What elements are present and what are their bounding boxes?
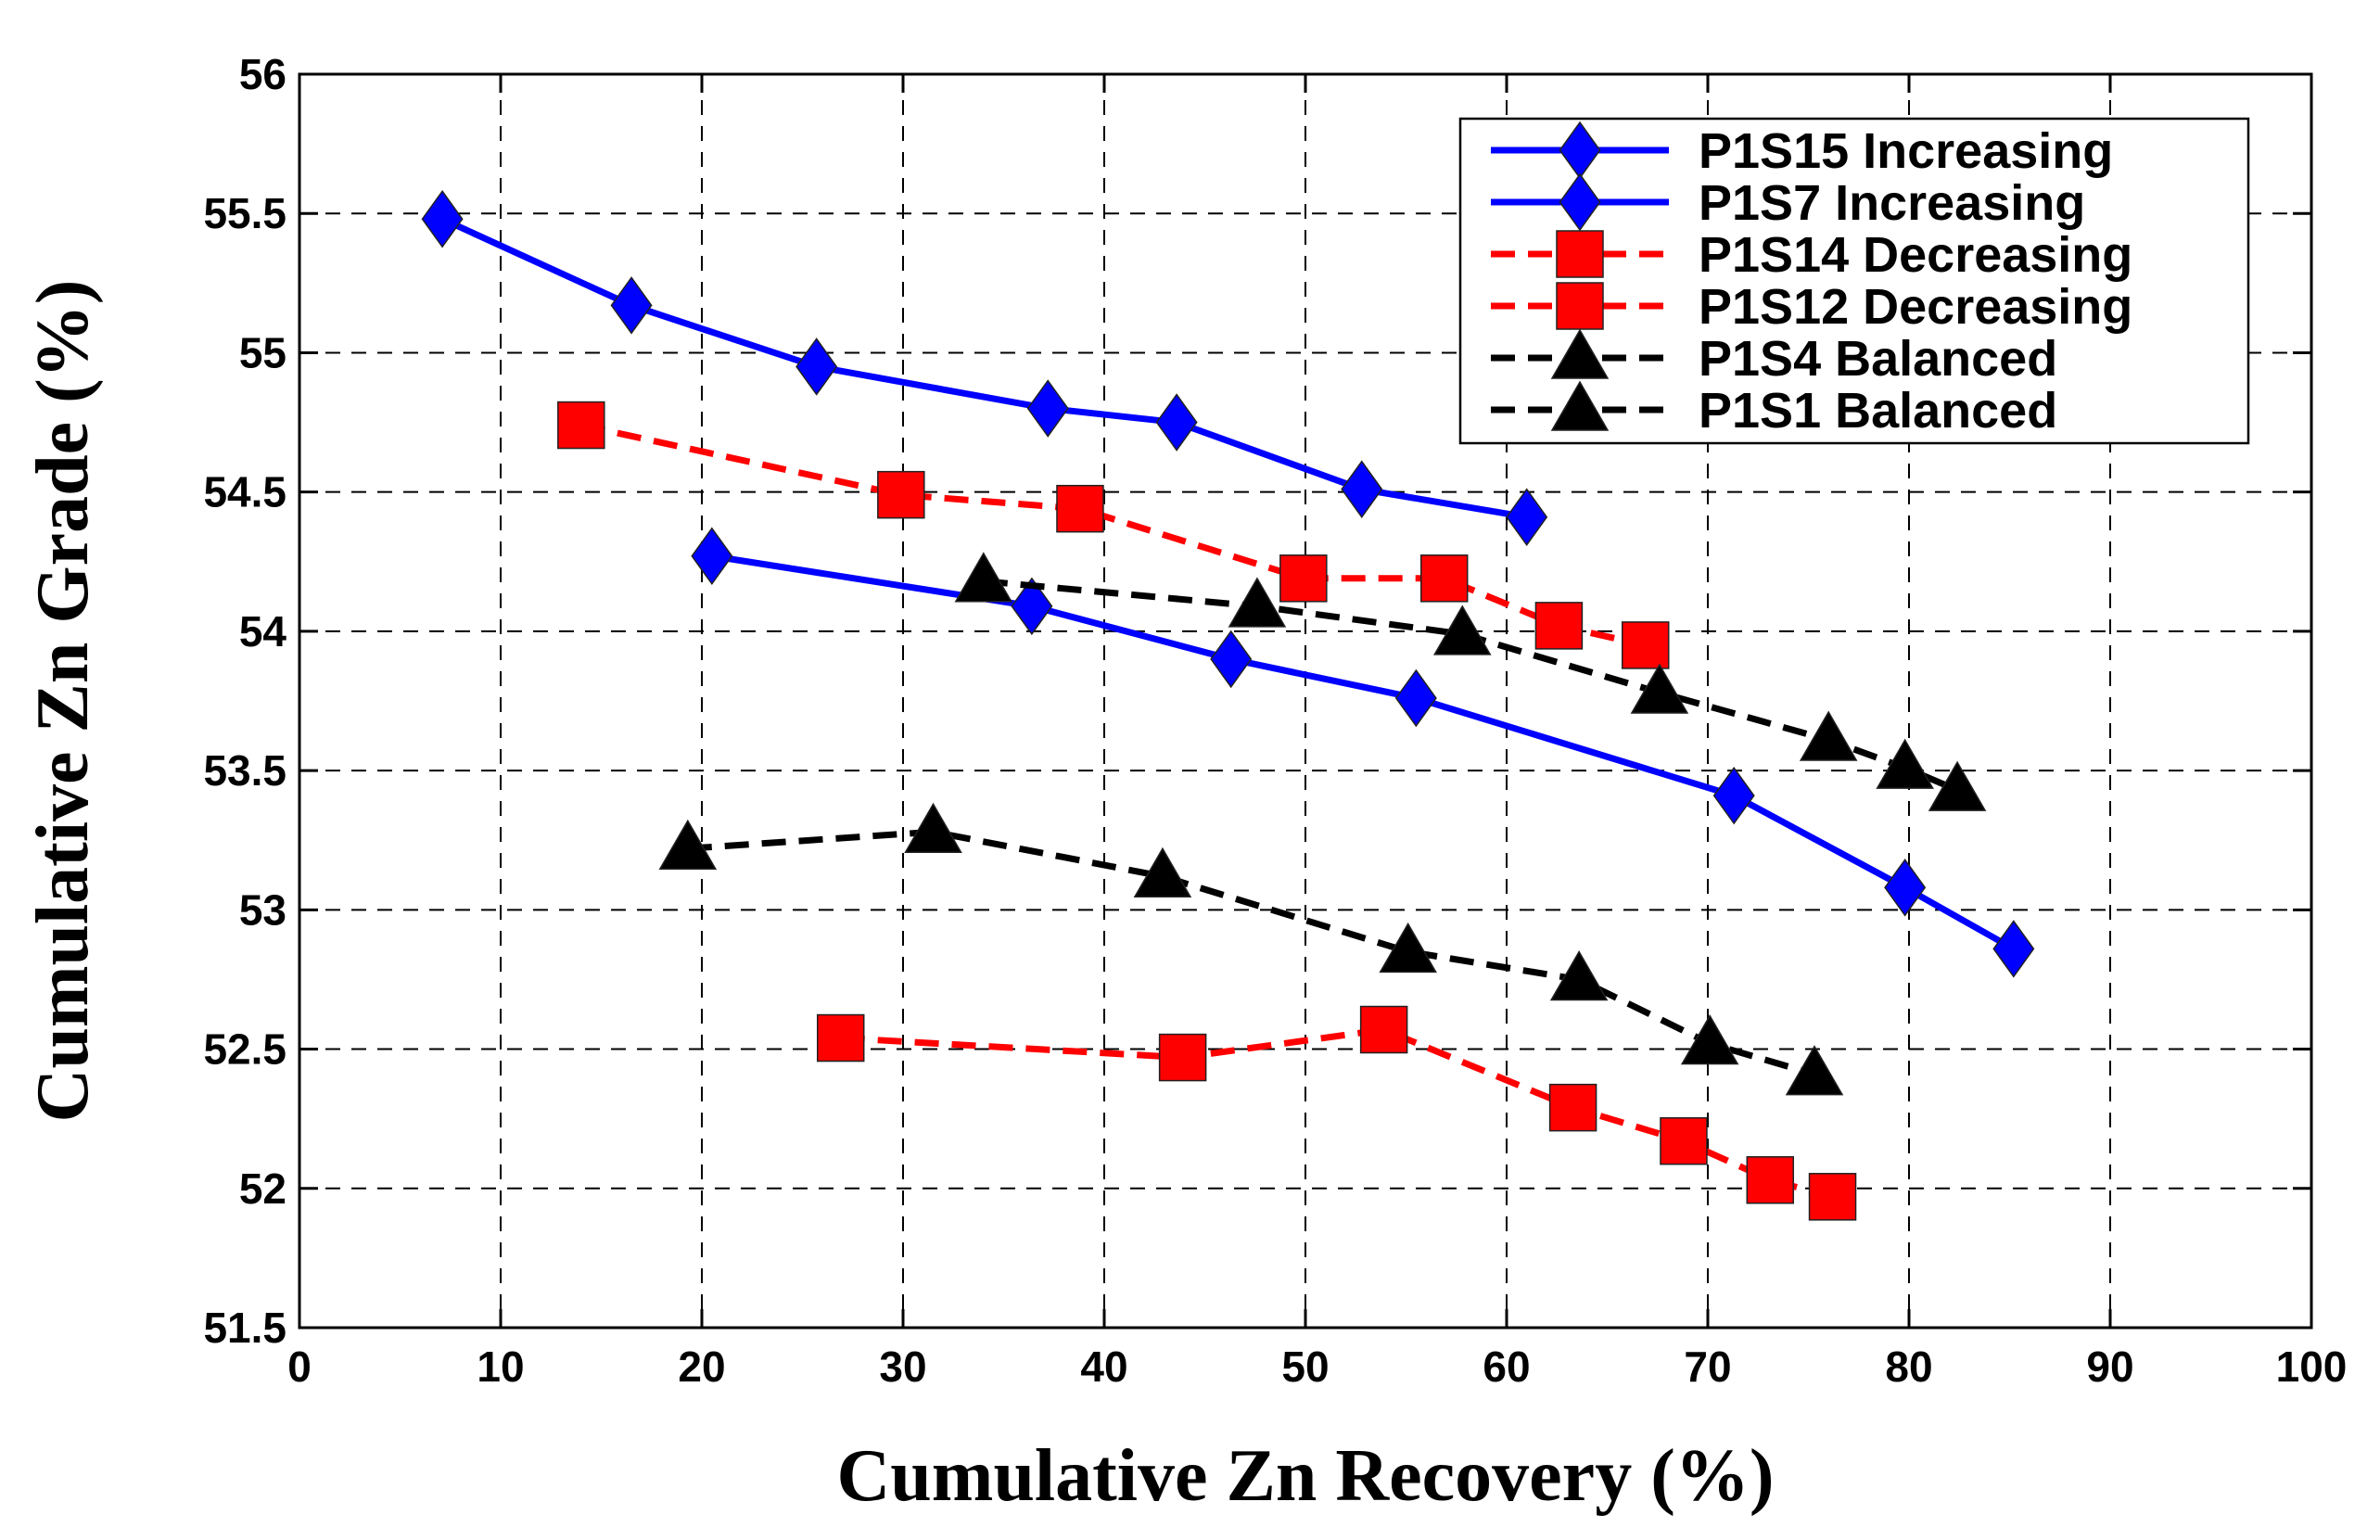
y-tick-label: 55 bbox=[239, 328, 286, 376]
data-point bbox=[1011, 577, 1053, 636]
legend-label: P1S4 Balanced bbox=[1699, 331, 2057, 387]
series-p1s15-increasing bbox=[421, 189, 1548, 546]
y-axis-label: Cumulative Zn Grade (%) bbox=[22, 280, 104, 1123]
data-point bbox=[557, 401, 605, 450]
data-point bbox=[816, 1013, 865, 1063]
series-p1s14-decreasing bbox=[557, 401, 1670, 669]
series-group bbox=[421, 189, 2035, 1221]
data-point bbox=[1621, 621, 1670, 669]
data-point bbox=[691, 527, 733, 586]
y-tick-label: 53 bbox=[239, 885, 286, 934]
legend-entry: P1S4 Balanced bbox=[1491, 328, 2057, 387]
x-tick-label: 30 bbox=[879, 1343, 926, 1391]
data-point bbox=[1660, 1116, 1708, 1165]
data-point bbox=[1210, 630, 1253, 689]
data-point bbox=[1884, 859, 1927, 917]
legend-entry: P1S15 Increasing bbox=[1491, 121, 2113, 180]
legend-marker bbox=[1550, 380, 1610, 431]
legend-marker bbox=[1559, 172, 1601, 232]
legend-box bbox=[1458, 117, 2250, 445]
legend-entry: P1S1 Balanced bbox=[1491, 380, 2057, 439]
legend-label: P1S7 Increasing bbox=[1699, 175, 2085, 231]
y-tick-label: 56 bbox=[239, 50, 286, 98]
legend-entry: P1S12 Decreasing bbox=[1491, 279, 2132, 335]
y-tick-label: 52 bbox=[239, 1165, 286, 1213]
x-tick-label: 60 bbox=[1483, 1343, 1530, 1391]
x-axis-label: Cumulative Zn Recovery (%) bbox=[837, 1435, 1775, 1517]
series-p1s12-decreasing bbox=[816, 1005, 1857, 1221]
data-point bbox=[1680, 1014, 1739, 1065]
y-tick-label: 51.5 bbox=[203, 1304, 286, 1352]
legend-marker bbox=[1550, 328, 1610, 379]
data-point bbox=[954, 552, 1013, 603]
x-tick-label: 80 bbox=[1885, 1343, 1932, 1391]
data-point bbox=[1133, 846, 1192, 898]
x-tick-label: 20 bbox=[678, 1343, 725, 1391]
x-tick-label: 90 bbox=[2086, 1343, 2133, 1391]
data-point bbox=[1876, 738, 1934, 789]
legend-entry: P1S14 Decreasing bbox=[1491, 227, 2132, 283]
data-point bbox=[1228, 577, 1287, 628]
data-point bbox=[1279, 554, 1328, 603]
y-tick-label: 52.5 bbox=[203, 1025, 286, 1074]
data-point bbox=[1432, 605, 1492, 655]
x-tick-label: 0 bbox=[287, 1343, 312, 1391]
x-tick-label: 70 bbox=[1684, 1343, 1731, 1391]
data-point bbox=[1379, 922, 1437, 974]
data-point bbox=[1158, 1033, 1207, 1082]
data-point bbox=[795, 337, 838, 396]
legend-entry: P1S7 Increasing bbox=[1491, 172, 2085, 232]
data-point bbox=[610, 276, 653, 335]
series-p1s1-balanced bbox=[658, 802, 1844, 1096]
data-point bbox=[877, 470, 925, 519]
y-tick-label: 53.5 bbox=[203, 746, 286, 795]
data-point bbox=[1992, 920, 2035, 978]
data-point bbox=[421, 189, 464, 248]
data-point bbox=[1419, 554, 1469, 603]
data-point bbox=[1548, 1083, 1597, 1132]
data-point bbox=[1799, 710, 1858, 761]
data-point bbox=[904, 802, 962, 853]
y-tick-label: 54 bbox=[239, 607, 287, 655]
data-point bbox=[1155, 393, 1198, 452]
data-point bbox=[1056, 484, 1104, 533]
legend-label: P1S15 Increasing bbox=[1699, 123, 2113, 179]
y-tick-label: 54.5 bbox=[203, 468, 286, 516]
x-tick-label: 50 bbox=[1281, 1343, 1329, 1391]
series-p1s7-increasing bbox=[691, 527, 2035, 978]
data-point bbox=[1359, 1005, 1408, 1054]
x-tick-label: 10 bbox=[477, 1343, 524, 1391]
series-p1s4-balanced bbox=[954, 552, 1987, 811]
legend-label: P1S12 Decreasing bbox=[1699, 279, 2132, 335]
data-point bbox=[1785, 1045, 1844, 1096]
x-tick-label: 40 bbox=[1080, 1343, 1127, 1391]
legend-label: P1S1 Balanced bbox=[1699, 383, 2057, 439]
data-point bbox=[1394, 668, 1437, 728]
data-point bbox=[1630, 663, 1689, 714]
data-point bbox=[1341, 460, 1383, 518]
legend-label: P1S14 Decreasing bbox=[1699, 227, 2132, 283]
data-point bbox=[1712, 766, 1755, 825]
data-point bbox=[1026, 379, 1069, 438]
legend-marker bbox=[1556, 282, 1604, 330]
data-point bbox=[1506, 488, 1548, 546]
data-point bbox=[1549, 949, 1609, 1001]
data-point bbox=[1534, 602, 1584, 650]
legend-marker bbox=[1556, 230, 1604, 278]
data-point bbox=[1808, 1173, 1857, 1221]
data-point bbox=[1746, 1156, 1795, 1204]
axis-ticks: 0 10 20 30 40 50 60 70 80 90 100 51.5 52 52.5 53 53.5 54… bbox=[203, 50, 2347, 1391]
data-point bbox=[1928, 760, 1987, 811]
data-point bbox=[658, 819, 718, 870]
y-tick-label: 55.5 bbox=[203, 189, 286, 237]
x-tick-label: 100 bbox=[2276, 1343, 2348, 1391]
